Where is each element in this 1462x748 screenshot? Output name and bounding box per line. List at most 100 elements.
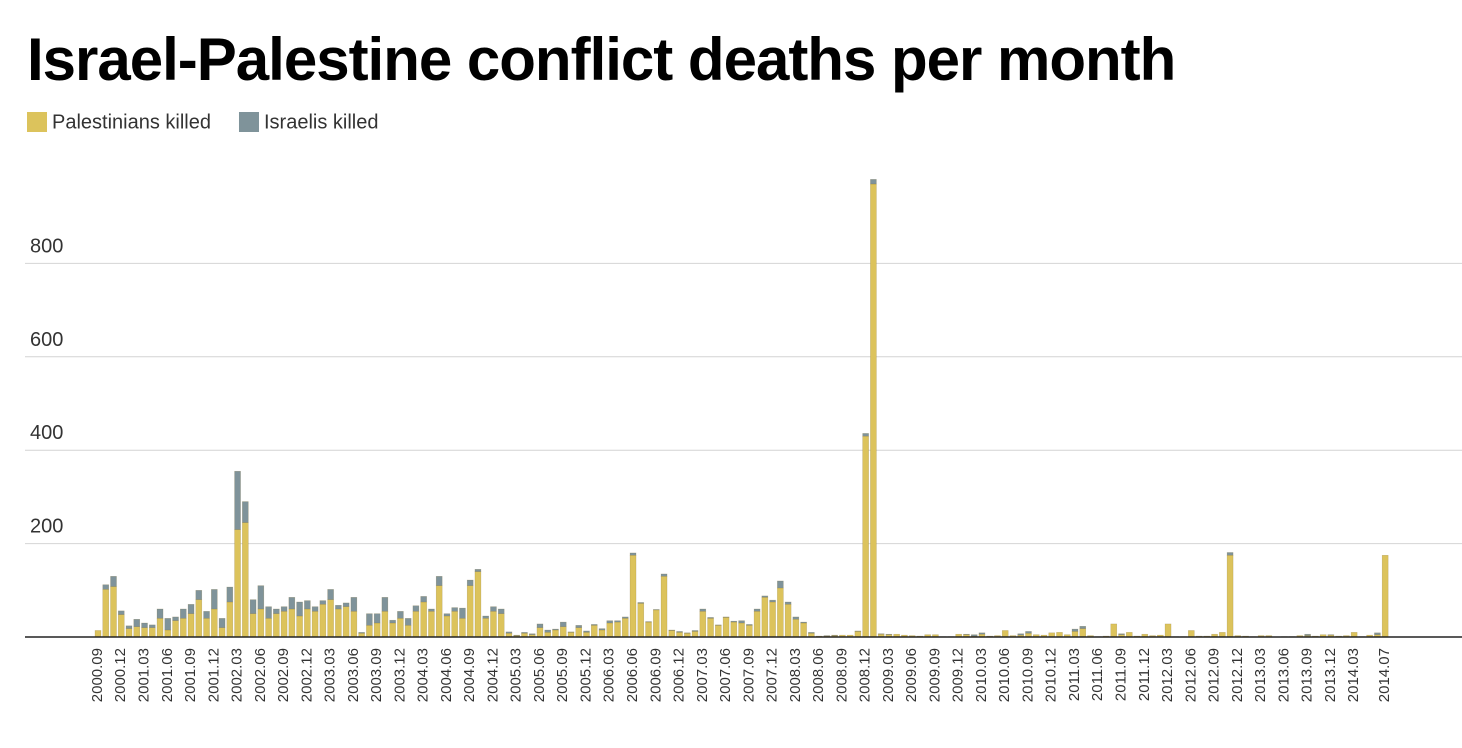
bar-segment — [800, 621, 807, 624]
bar-segment — [753, 611, 761, 638]
bar-segment — [459, 607, 466, 619]
bar-segment — [234, 470, 241, 530]
bar-segment — [304, 608, 311, 638]
x-tick-label: 2014.03 — [1345, 648, 1362, 702]
bar-segment — [862, 433, 869, 437]
bar-segment — [1025, 631, 1032, 634]
bar-segment — [559, 621, 567, 627]
bar-segment — [350, 597, 358, 612]
bar-segment — [459, 618, 466, 638]
bar-segment — [350, 611, 358, 638]
bar-segment — [428, 608, 435, 612]
bar-segment — [226, 586, 234, 603]
bar-segment — [559, 626, 567, 638]
bar-segment — [389, 622, 396, 638]
bar-segment — [257, 608, 265, 638]
bar-segment — [187, 604, 195, 614]
x-tick-label: 2000.09 — [89, 648, 106, 702]
bar-segment — [1079, 626, 1087, 629]
bar-segment — [102, 589, 110, 638]
bar-segment — [1071, 631, 1079, 638]
bar-segment — [249, 599, 257, 614]
bar-segment — [784, 601, 792, 605]
x-tick-label: 2005.03 — [508, 648, 525, 702]
bar-segment — [676, 631, 683, 633]
bar-segment — [319, 604, 327, 638]
x-tick-label: 2013.09 — [1299, 648, 1316, 702]
bar-segment — [769, 601, 776, 638]
bar-segment — [358, 632, 365, 634]
bar-segment — [1381, 555, 1389, 638]
bar-segment — [691, 630, 699, 632]
bar-segment — [273, 613, 280, 638]
x-tick-label: 2003.03 — [322, 648, 339, 702]
bar-segment — [1226, 552, 1234, 556]
bar-segment — [288, 597, 296, 610]
bar-segment — [482, 615, 489, 619]
bar-segment — [451, 611, 458, 638]
bar-segment — [125, 625, 133, 629]
bar-segment — [777, 580, 784, 589]
x-tick-label: 2013.06 — [1275, 648, 1292, 702]
x-tick-label: 2007.12 — [764, 648, 781, 702]
bar-segment — [1071, 628, 1079, 632]
bar-segment — [497, 608, 505, 614]
bar-segment — [970, 634, 978, 637]
bar-segment — [257, 585, 265, 610]
bar-segment — [552, 628, 559, 631]
bar-segment — [862, 435, 869, 638]
bar-segment — [242, 522, 249, 638]
bar-segment — [536, 623, 544, 628]
bar-segment — [335, 608, 342, 638]
bar-segment — [1001, 630, 1009, 638]
x-tick-label: 2004.03 — [415, 648, 432, 702]
x-tick-label: 2006.09 — [647, 648, 664, 702]
x-tick-label: 2009.12 — [950, 648, 967, 702]
x-tick-label: 2011.03 — [1066, 648, 1083, 701]
bar-segment — [265, 618, 272, 638]
bar-segment — [637, 602, 645, 604]
x-tick-label: 2011.06 — [1089, 648, 1106, 701]
bar-segment — [118, 614, 125, 638]
bar-segment — [622, 618, 629, 638]
bar-segment — [311, 611, 319, 638]
bar-segment — [606, 622, 614, 638]
bar-segment — [304, 600, 311, 610]
bar-segment — [552, 629, 559, 638]
bar-segment — [265, 606, 272, 619]
bar-segment — [319, 600, 327, 605]
bar-segment — [1118, 633, 1125, 635]
bar-segment — [1226, 555, 1234, 638]
bar-segment — [443, 613, 451, 617]
bar-segment — [614, 620, 621, 623]
x-tick-label: 2005.09 — [554, 648, 571, 702]
x-tick-label: 2004.06 — [438, 648, 455, 702]
x-tick-label: 2003.09 — [368, 648, 385, 702]
x-tick-label: 2000.12 — [112, 648, 129, 702]
x-tick-label: 2001.03 — [135, 648, 152, 702]
x-tick-label: 2012.12 — [1229, 648, 1246, 702]
bar-segment — [404, 625, 412, 638]
x-tick-label: 2008.03 — [787, 648, 804, 702]
bar-segment — [784, 604, 792, 638]
bar-segment — [622, 616, 629, 619]
bar-segment — [211, 589, 218, 610]
bar-segment — [327, 599, 334, 638]
bar-segment — [629, 552, 637, 556]
y-tick-label: 600 — [30, 329, 63, 351]
x-tick-label: 2014.07 — [1376, 648, 1393, 702]
bar-segment — [187, 613, 195, 638]
x-tick-label: 2006.03 — [601, 648, 618, 702]
x-tick-label: 2003.06 — [345, 648, 362, 702]
y-tick-label: 800 — [30, 235, 63, 257]
bar-segment — [715, 625, 722, 638]
bar-segment — [730, 620, 738, 623]
bar-segment — [746, 624, 753, 626]
bar-segment — [195, 590, 203, 600]
y-tick-label: 400 — [30, 422, 63, 444]
bar-segment — [242, 501, 249, 523]
bar-segment — [707, 617, 714, 619]
bar-segment — [730, 621, 738, 638]
bar-segment — [792, 619, 800, 638]
